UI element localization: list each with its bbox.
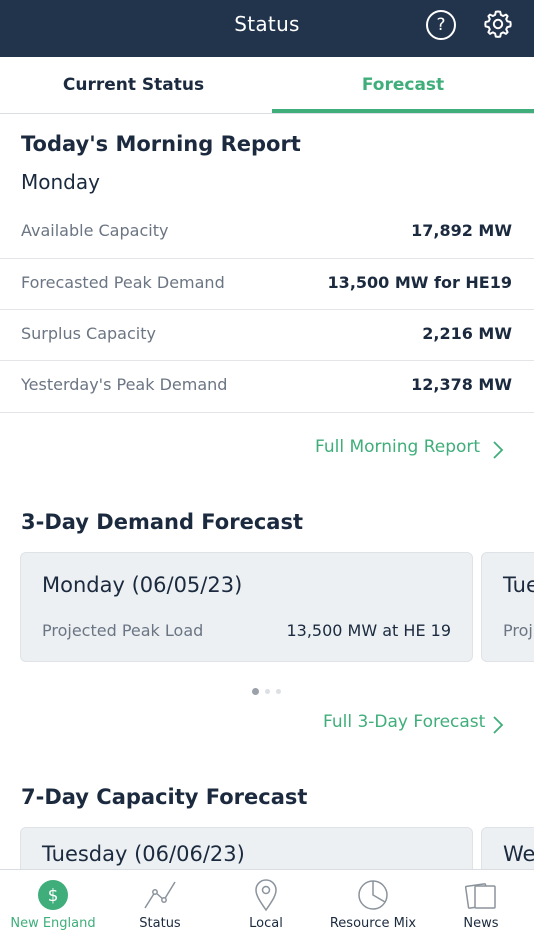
card-label: Projected Peak Load — [42, 621, 204, 640]
forecast-content[interactable]: Today's Morning Report Monday Available … — [0, 114, 534, 869]
chevron-right-icon[interactable] — [492, 715, 504, 735]
map-pin-icon — [255, 879, 277, 912]
morning-report-title: Today's Morning Report — [21, 132, 301, 156]
capacity-forecast-title: 7-Day Capacity Forecast — [21, 785, 308, 809]
nav-label: News — [463, 916, 499, 931]
report-row-forecasted-peak-demand: Forecasted Peak Demand 13,500 MW for HE1… — [0, 258, 534, 310]
row-label: Forecasted Peak Demand — [21, 273, 225, 292]
chevron-right-icon[interactable] — [492, 440, 504, 460]
row-value: 17,892 MW — [411, 221, 512, 240]
page-dot[interactable] — [276, 689, 281, 694]
help-icon[interactable]: ? — [426, 10, 456, 40]
full-3-day-forecast-link[interactable]: Full 3-Day Forecast — [323, 712, 486, 732]
row-value: 12,378 MW — [411, 375, 512, 394]
nav-local[interactable]: Local — [214, 870, 318, 951]
nav-label: Resource Mix — [329, 916, 417, 931]
capacity-forecast-card[interactable]: Tuesday (06/06/23) — [20, 827, 473, 869]
demand-forecast-card-next[interactable]: Tue Proj — [481, 552, 534, 662]
row-label: Yesterday's Peak Demand — [21, 375, 228, 394]
page-title: Status — [234, 12, 300, 36]
tab-forecast[interactable]: Forecast — [272, 57, 534, 113]
pie-chart-icon — [358, 880, 388, 910]
card-label: Proj — [503, 621, 533, 640]
nav-label: Status — [139, 916, 181, 931]
active-tab-indicator — [272, 109, 534, 113]
card-title: Monday (06/05/23) — [42, 573, 243, 597]
row-value: 2,216 MW — [422, 324, 512, 343]
page-dot[interactable] — [252, 688, 259, 695]
nav-resource-mix[interactable]: Resource Mix — [318, 870, 428, 951]
report-row-available-capacity: Available Capacity 17,892 MW — [0, 207, 534, 258]
row-value: 13,500 MW for HE19 — [327, 273, 512, 292]
tab-current-status[interactable]: Current Status — [62, 75, 205, 95]
gear-icon[interactable] — [483, 9, 513, 39]
card-title: We — [503, 842, 534, 866]
tab-bar: Current Status Forecast — [0, 57, 534, 114]
full-morning-report-link[interactable]: Full Morning Report — [315, 437, 481, 457]
morning-report-day: Monday — [21, 170, 100, 194]
row-label: Available Capacity — [21, 221, 169, 240]
nav-new-england[interactable]: $ New England — [0, 870, 106, 951]
card-title: Tuesday (06/06/23) — [42, 842, 245, 866]
nav-label: Local — [249, 916, 283, 931]
demand-forecast-title: 3-Day Demand Forecast — [21, 510, 303, 534]
card-title: Tue — [503, 573, 534, 597]
tab-forecast-label: Forecast — [361, 75, 445, 95]
carousel-page-indicator[interactable] — [252, 679, 287, 695]
row-label: Surplus Capacity — [21, 324, 156, 343]
svg-text:$: $ — [48, 886, 59, 906]
report-row-surplus-capacity: Surplus Capacity 2,216 MW — [0, 309, 534, 361]
demand-forecast-card[interactable]: Monday (06/05/23) Projected Peak Load 13… — [20, 552, 473, 662]
card-value: 13,500 MW at HE 19 — [286, 621, 451, 640]
page-dot[interactable] — [265, 689, 270, 694]
capacity-forecast-card-next[interactable]: We — [481, 827, 534, 869]
news-icon — [464, 883, 496, 909]
top-bar: Status ? — [0, 0, 534, 57]
chart-line-icon — [144, 881, 176, 909]
nav-label: New England — [10, 916, 96, 931]
dollar-icon: $ — [38, 880, 68, 910]
bottom-nav: $ New England Status Local — [0, 869, 534, 951]
nav-status[interactable]: Status — [106, 870, 214, 951]
nav-news[interactable]: News — [428, 870, 534, 951]
report-row-yesterdays-peak-demand: Yesterday's Peak Demand 12,378 MW — [0, 360, 534, 413]
